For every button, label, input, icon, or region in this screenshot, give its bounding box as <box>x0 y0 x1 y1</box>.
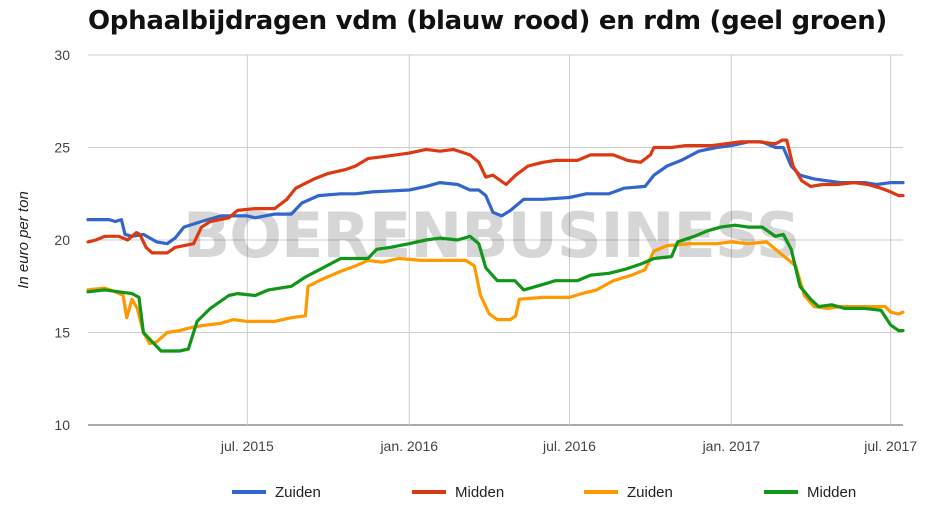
x-axis: jul. 2015 jan. 2016 jul. 2016 jan. 2017 jul.… <box>220 438 918 454</box>
y-axis: 10 15 20 25 30 <box>54 47 70 433</box>
x-tick-label: jul. 2017 <box>863 438 917 454</box>
legend-label-2: Midden <box>455 484 504 501</box>
series-line-4 <box>86 223 905 353</box>
legend-label-1: Zuiden <box>275 484 321 501</box>
y-axis-label: In euro per ton <box>15 191 32 289</box>
series-line-2 <box>86 138 905 255</box>
chart-title: Ophaalbijdragen vdm (blauw rood) en rdm … <box>88 6 887 36</box>
y-tick-label: 15 <box>54 325 70 341</box>
legend: Zuiden Midden Zuiden Midden <box>232 484 856 501</box>
y-tick-label: 30 <box>54 47 70 63</box>
legend-label-4: Midden <box>807 484 856 501</box>
y-tick-label: 20 <box>54 232 70 248</box>
gridlines <box>88 54 903 426</box>
series-line-1 <box>86 140 905 246</box>
x-tick-label: jan. 2017 <box>702 438 761 454</box>
y-tick-label: 25 <box>54 140 70 156</box>
series-line-3 <box>86 240 905 346</box>
x-tick-label: jul. 2015 <box>220 438 274 454</box>
y-tick-label: 10 <box>54 417 70 433</box>
legend-label-3: Zuiden <box>627 484 673 501</box>
series-lines <box>86 138 905 353</box>
x-tick-label: jul. 2016 <box>542 438 596 454</box>
x-tick-label: jan. 2016 <box>379 438 438 454</box>
